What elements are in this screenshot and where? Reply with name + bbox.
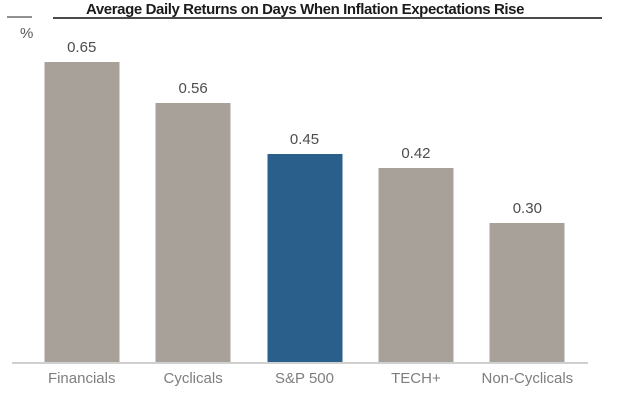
bar-cyclicals bbox=[155, 103, 231, 362]
header-left-dash bbox=[7, 16, 32, 18]
chart-title: Average Daily Returns on Days When Infla… bbox=[85, 1, 525, 18]
bar-value-label: 0.65 bbox=[67, 38, 97, 56]
bar-s-p-500 bbox=[267, 154, 343, 362]
bar-column-s-p-500: 0.45 bbox=[249, 0, 360, 362]
bar-column-tech: 0.42 bbox=[360, 0, 471, 362]
category-label-non-cyclicals: Non-Cyclicals bbox=[481, 370, 574, 387]
bar-tech bbox=[378, 167, 454, 362]
category-label-tech: TECH+ bbox=[391, 370, 441, 387]
category-label-cyclicals: Cyclicals bbox=[163, 370, 223, 387]
bar-column-cyclicals: 0.56 bbox=[137, 0, 248, 362]
bar-value-label: 0.42 bbox=[401, 144, 431, 162]
x-axis-line bbox=[12, 362, 588, 364]
bars-row: 0.65 0.56 0.45 0.42 0.30 bbox=[26, 0, 583, 362]
category-labels-row: Financials Cyclicals S&P 500 TECH+ Non-Cycli… bbox=[26, 370, 583, 387]
bar-column-financials: 0.65 bbox=[26, 0, 137, 362]
y-axis-unit-label: % bbox=[20, 25, 34, 42]
bar-financials bbox=[44, 61, 120, 362]
bar-value-label: 0.30 bbox=[512, 200, 542, 218]
category-label-s-p-500: S&P 500 bbox=[275, 370, 334, 387]
bar-value-label: 0.56 bbox=[178, 80, 208, 98]
title-underline bbox=[53, 17, 602, 19]
bar-value-label: 0.45 bbox=[289, 131, 320, 149]
category-label-financials: Financials bbox=[47, 370, 116, 387]
bar-column-non-cyclicals: 0.30 bbox=[472, 0, 583, 362]
bar-non-cyclicals bbox=[489, 223, 565, 362]
